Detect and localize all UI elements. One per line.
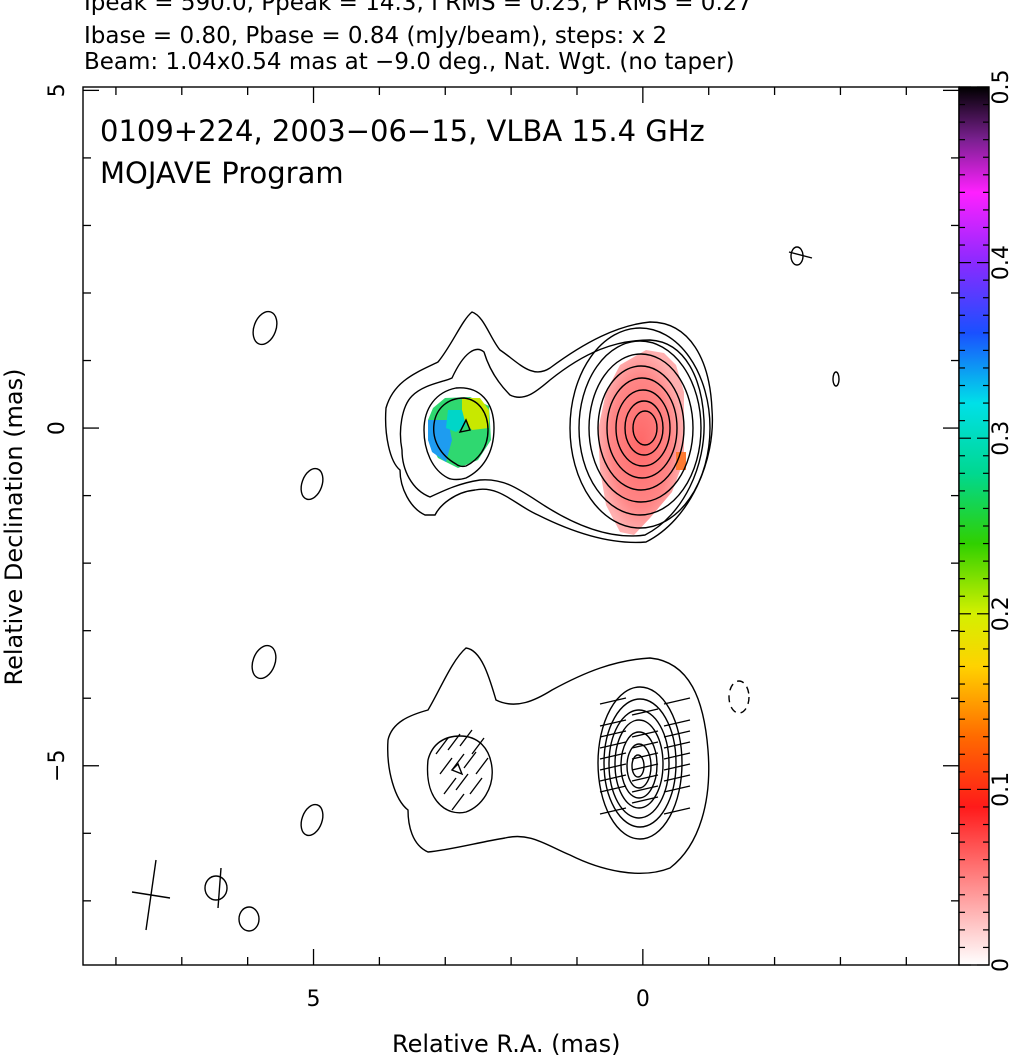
y-axis-label: Relative Declination (mas) [0, 368, 28, 686]
evpa-vector [663, 719, 691, 727]
evpa-vector [663, 807, 691, 815]
evpa-vector [599, 730, 627, 738]
colorbar-tick-label: 0.5 [989, 70, 1014, 105]
evpa-vector [599, 752, 627, 760]
beam-line: Beam: 1.04x0.54 mas at −9.0 deg., Nat. W… [84, 49, 735, 75]
evpa-vector [599, 763, 627, 771]
plot-subtitle: MOJAVE Program [100, 156, 344, 190]
colorbar-tick-labels: 0 0.1 0.2 0.3 0.4 0.5 [989, 70, 1014, 973]
evpa-vector [447, 733, 461, 751]
evpa-vector [599, 774, 627, 782]
stats-line-2: Ibase = 0.80, Pbase = 0.84 (mJy/beam), s… [84, 23, 668, 49]
evpa-vector [631, 752, 659, 760]
evpa-vector [663, 741, 691, 749]
colorbar-tick-label: 0.4 [989, 245, 1014, 280]
evpa-vectors [435, 697, 691, 815]
evpa-vector [463, 751, 477, 769]
evpa-vector [599, 807, 627, 815]
evpa-vector [469, 777, 483, 795]
evpa-vector [631, 774, 659, 782]
evpa-vector [443, 777, 457, 795]
y-tick-label: 0 [45, 421, 70, 435]
colorbar: 0 0.1 0.2 0.3 0.4 0.5 [958, 70, 1014, 973]
evpa-vector [663, 763, 691, 771]
evpa-vector [471, 737, 485, 755]
evpa-vector [631, 741, 659, 749]
evpa-vector [631, 796, 659, 804]
evpa-vector [663, 785, 691, 793]
stats-line-1: Ipeak = 590.0, Ppeak = 14.3, I RMS = 0.2… [84, 0, 753, 16]
colorbar-tick-label: 0.2 [989, 596, 1014, 631]
x-tick-label: 5 [307, 987, 321, 1012]
x-tick-label: 0 [636, 987, 650, 1012]
evpa-vector [599, 741, 627, 749]
axis-ticks [83, 87, 959, 965]
evpa-vector [631, 785, 659, 793]
evpa-vector [451, 753, 465, 771]
evpa-vector [439, 757, 453, 775]
y-tick-label: 5 [45, 83, 70, 97]
plot-frame [82, 86, 960, 966]
polarization-patches [428, 350, 686, 535]
evpa-vector [663, 752, 691, 760]
colorbar-ticks [959, 86, 989, 966]
evpa-vector [663, 774, 691, 782]
evpa-vector [631, 730, 659, 738]
evpa-vector [663, 730, 691, 738]
evpa-vector [435, 737, 449, 755]
y-tick-label: −5 [45, 750, 70, 782]
evpa-vector [631, 708, 659, 716]
evpa-vector [475, 757, 489, 775]
colorbar-tick-label: 0 [989, 958, 1014, 972]
evpa-vector [631, 763, 659, 771]
colorbar-tick-label: 0.3 [989, 421, 1014, 456]
evpa-vector [599, 785, 627, 793]
evpa-vector [451, 793, 465, 811]
core-polarization-patch [598, 350, 684, 535]
x-axis-label: Relative R.A. (mas) [392, 1030, 621, 1058]
core-patch-edge [676, 452, 686, 470]
plot-title: 0109+224, 2003−06−15, VLBA 15.4 GHz [100, 114, 705, 148]
axis-tick-labels: 5 0 5 0 −5 [45, 83, 650, 1012]
evpa-vector [459, 729, 473, 747]
evpa-vector [455, 773, 469, 791]
colorbar-tick-label: 0.1 [989, 772, 1014, 807]
beam-marker [131, 251, 813, 931]
evpa-vector [599, 697, 627, 705]
total-intensity-contours [204, 246, 840, 932]
evpa-vector [663, 697, 691, 705]
evpa-vector [599, 719, 627, 727]
